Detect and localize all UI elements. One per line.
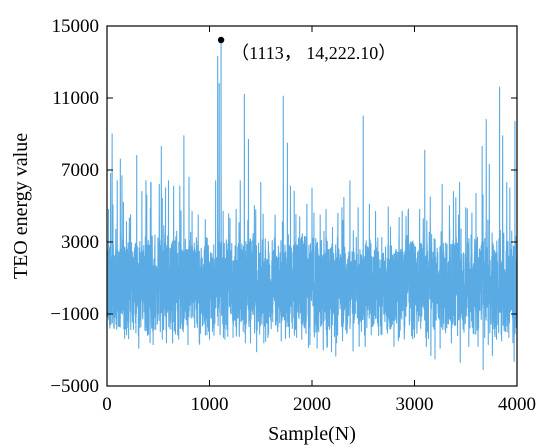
- x-tick-label: 4000: [498, 394, 536, 415]
- y-tick-label: 15000: [52, 16, 100, 37]
- peak-point-marker: [217, 36, 225, 44]
- x-axis-ticks: 0 1000 2000 3000 4000: [102, 26, 536, 415]
- y-tick-label: −1000: [50, 304, 99, 325]
- x-tick-label: 2000: [293, 394, 331, 415]
- series-layer: [106, 39, 518, 371]
- x-tick-label: 0: [102, 394, 112, 415]
- annotation-layer: （1113， 14,222.10）: [217, 36, 396, 63]
- peak-annotation-label: （1113， 14,222.10）: [231, 43, 396, 63]
- x-tick-label: 3000: [396, 394, 434, 415]
- y-tick-label: −5000: [50, 376, 99, 397]
- x-tick-label: 1000: [191, 394, 229, 415]
- y-tick-label: 7000: [61, 160, 99, 181]
- y-tick-label: 3000: [61, 232, 99, 253]
- y-axis-label: TEO energy value: [10, 133, 32, 279]
- signal-line: [106, 39, 518, 371]
- x-axis-label: Sample(N): [268, 423, 356, 445]
- y-tick-label: 11000: [52, 88, 99, 109]
- y-axis-ticks: −5000 −1000 3000 7000 11000 15000: [50, 16, 517, 397]
